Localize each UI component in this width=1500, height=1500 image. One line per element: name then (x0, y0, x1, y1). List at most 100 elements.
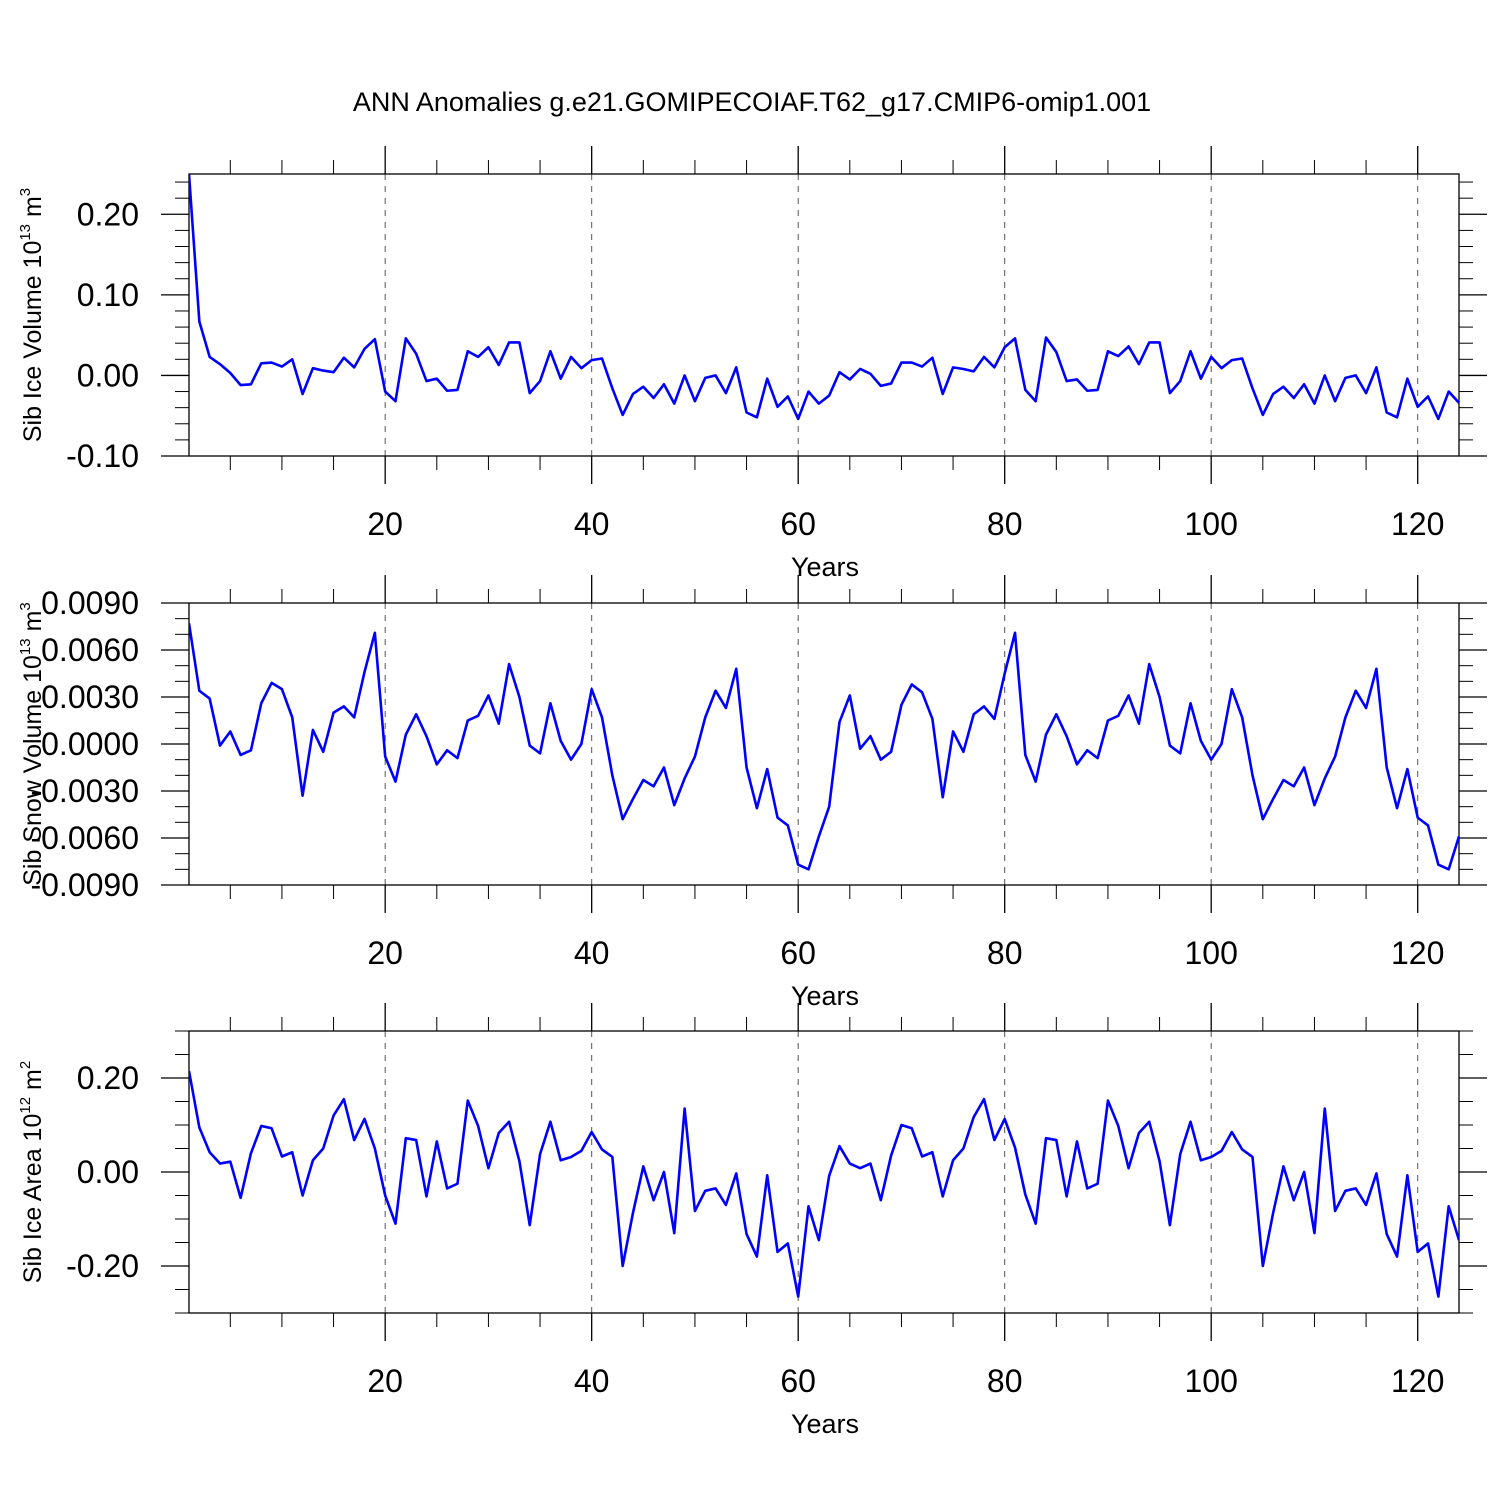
data-point (1365, 392, 1367, 394)
series-points-0 (189, 1070, 1459, 1298)
y-axis-title-unit-exponent: 3 (17, 188, 34, 196)
data-point (900, 361, 903, 364)
data-point (250, 1152, 252, 1154)
data-point (1210, 356, 1212, 358)
data-point (1324, 374, 1326, 377)
y-tick-label: 0.0060 (41, 632, 139, 668)
data-point (1076, 378, 1078, 381)
data-point (198, 1126, 200, 1128)
data-point (384, 755, 386, 758)
data-point (1396, 416, 1398, 418)
data-point (415, 1139, 417, 1141)
y-axis-title-unit-exponent: 3 (17, 602, 34, 610)
y-axis-title-exponent: 12 (17, 1097, 34, 1114)
x-tick-label: 40 (574, 506, 610, 542)
series-points-0 (189, 622, 1459, 870)
data-point (446, 390, 448, 392)
data-point (1097, 757, 1099, 759)
data-point (818, 835, 820, 838)
data-point (1158, 341, 1161, 343)
data-point (725, 1204, 727, 1206)
data-point (1024, 1193, 1026, 1196)
data-point (229, 1161, 231, 1163)
data-point (1262, 818, 1264, 820)
data-point (611, 774, 613, 776)
data-point (570, 356, 572, 358)
data-point (1355, 1187, 1357, 1190)
data-point (962, 751, 964, 753)
data-point (869, 1162, 872, 1165)
data-point (1127, 345, 1130, 348)
data-point (250, 749, 252, 751)
data-point (291, 716, 293, 718)
data-point (1458, 835, 1459, 838)
series-line-0 (189, 1070, 1459, 1298)
data-point (880, 385, 882, 387)
data-point (1293, 1199, 1295, 1201)
data-point (456, 389, 459, 391)
data-point (1282, 779, 1285, 781)
data-point (477, 715, 479, 717)
data-point (632, 798, 634, 800)
data-point (1396, 1256, 1398, 1258)
data-point (632, 393, 634, 395)
data-point (436, 378, 438, 380)
data-point (312, 1159, 314, 1161)
data-point (374, 1147, 376, 1150)
data-point (1448, 390, 1450, 393)
data-point (1417, 406, 1419, 408)
x-tick-label: 120 (1391, 506, 1444, 542)
data-point (766, 768, 768, 770)
y-tick-label: -0.0060 (30, 820, 139, 856)
data-point (1210, 1156, 1212, 1158)
plot-frame (188, 173, 1460, 457)
data-point (1189, 350, 1192, 352)
data-point (384, 390, 386, 393)
data-point (1004, 346, 1006, 348)
y-tick-label: -0.0030 (30, 773, 139, 809)
data-point (849, 1162, 851, 1165)
x-tick-label: 20 (367, 506, 403, 542)
x-tick-label: 40 (574, 1363, 610, 1399)
data-point (549, 1121, 551, 1123)
data-point (1375, 366, 1377, 368)
data-point (591, 1131, 593, 1133)
y-tick-label: 0.10 (77, 277, 139, 313)
x-tick-label: 80 (987, 506, 1023, 542)
data-point (1035, 400, 1037, 402)
data-point (622, 414, 624, 416)
data-point (859, 368, 861, 370)
data-point (890, 751, 892, 753)
data-point (1231, 688, 1233, 690)
data-point (869, 373, 872, 375)
data-point (1313, 403, 1316, 405)
data-point (1417, 1251, 1419, 1253)
data-point (529, 1224, 531, 1226)
data-point (250, 383, 252, 385)
data-point (271, 1127, 273, 1129)
data-point (580, 1150, 582, 1152)
data-point (787, 395, 789, 397)
data-point (1231, 1131, 1233, 1133)
data-point (322, 1147, 324, 1150)
data-point (828, 1175, 830, 1177)
data-point (189, 174, 190, 175)
data-point (1138, 723, 1140, 725)
data-point (993, 1139, 995, 1141)
data-point (487, 694, 490, 697)
data-point (1282, 1165, 1285, 1167)
y-axis-title-exponent: 13 (17, 224, 34, 241)
data-point (973, 713, 975, 715)
data-point (1344, 1190, 1347, 1192)
data-point (363, 348, 366, 350)
y-tick-label: -0.0090 (30, 867, 139, 903)
data-point (962, 368, 964, 370)
data-point (291, 358, 293, 360)
data-point (1004, 672, 1006, 675)
data-point (838, 721, 841, 723)
data-point (1138, 1132, 1140, 1134)
data-point (467, 1099, 469, 1102)
data-point (1024, 754, 1026, 756)
data-point (240, 384, 242, 386)
data-point (189, 1070, 190, 1072)
